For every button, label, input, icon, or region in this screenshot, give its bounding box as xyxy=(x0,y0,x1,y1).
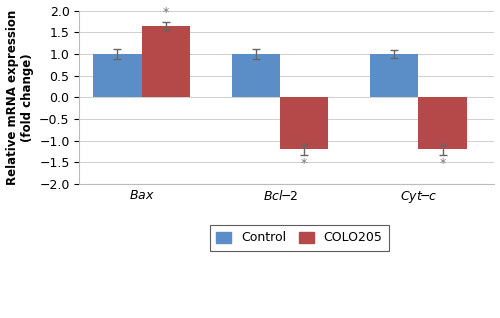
Legend: Control, COLO205: Control, COLO205 xyxy=(210,225,389,251)
Bar xyxy=(280,97,328,149)
Text: *: * xyxy=(301,157,308,170)
Bar xyxy=(232,54,280,97)
Text: *: * xyxy=(440,157,446,170)
Bar xyxy=(142,26,190,97)
Bar xyxy=(370,54,418,97)
Y-axis label: Relative mRNA expression
(fold change): Relative mRNA expression (fold change) xyxy=(6,10,34,185)
Text: *: * xyxy=(162,6,169,19)
Bar xyxy=(93,54,142,97)
Bar xyxy=(418,97,467,149)
